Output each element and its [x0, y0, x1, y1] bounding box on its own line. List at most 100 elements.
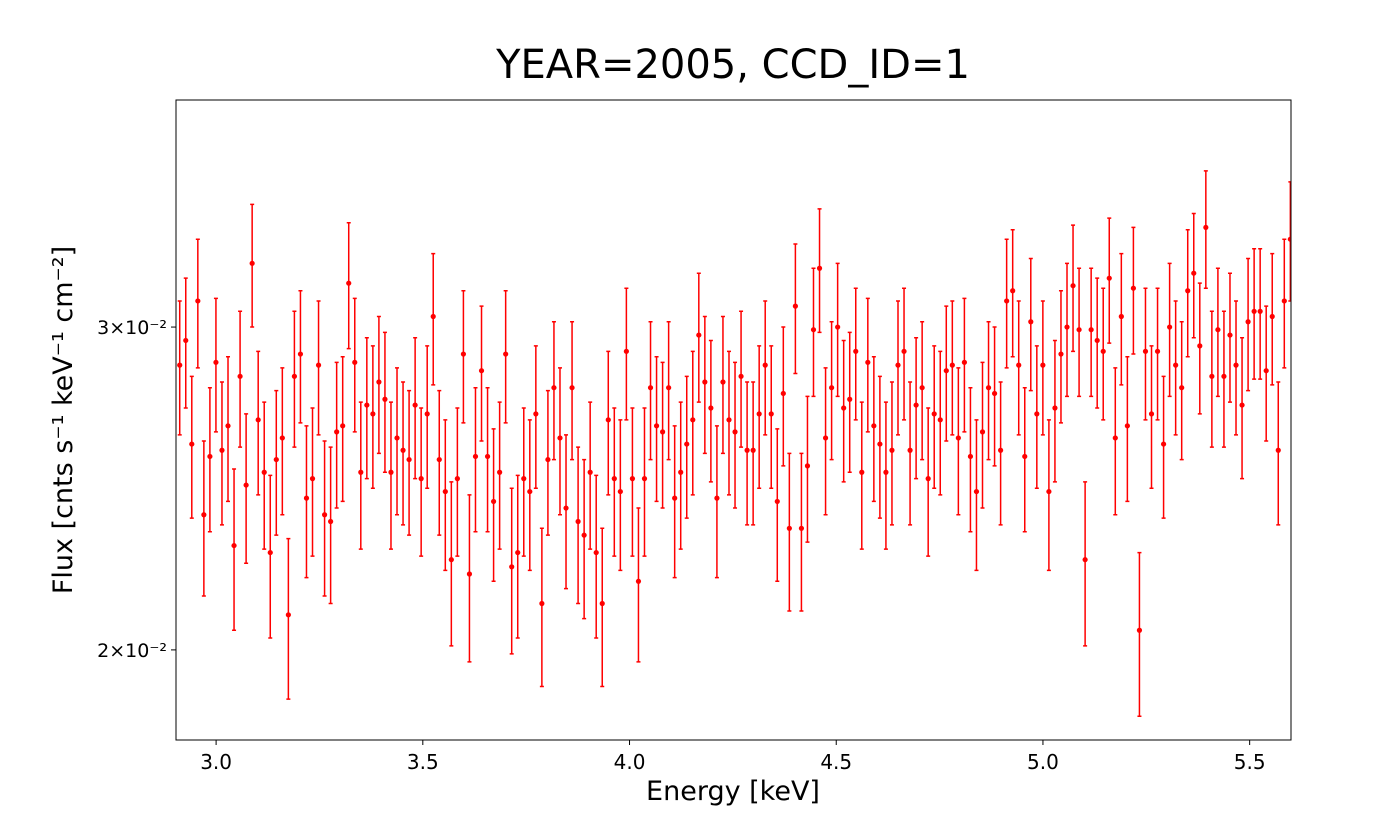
data-point: [967, 453, 974, 460]
error-bar: [551, 321, 556, 461]
error-bar: [600, 527, 605, 688]
data-point: [998, 447, 1004, 453]
error-bar: [437, 389, 442, 536]
data-point: [1275, 447, 1281, 453]
data-point: [334, 429, 340, 435]
error-bar: [769, 345, 774, 490]
data-point: [460, 351, 467, 357]
data-point: [1191, 270, 1197, 276]
data-point: [321, 512, 328, 518]
error-bar: [1161, 375, 1166, 519]
data-point: [690, 417, 696, 423]
error-bar: [455, 407, 460, 557]
x-tick-label: 3.5: [407, 750, 439, 774]
data-point: [255, 417, 261, 423]
error-bar: [382, 331, 387, 473]
data-point: [563, 505, 569, 511]
data-point: [605, 417, 611, 423]
data-point: [551, 385, 557, 391]
error-bar: [461, 289, 466, 424]
error-bar: [1058, 289, 1063, 424]
data-point: [503, 351, 509, 357]
data-point: [1112, 435, 1118, 441]
data-point: [346, 280, 352, 286]
error-bar: [739, 310, 744, 448]
x-axis-label: Energy [keV]: [646, 776, 820, 807]
data-point: [315, 362, 322, 368]
data-point: [659, 429, 666, 435]
error-bar: [316, 300, 321, 436]
error-bar: [1234, 300, 1239, 436]
error-bar: [503, 289, 508, 424]
data-point: [1197, 343, 1203, 349]
data-point: [1136, 627, 1143, 633]
error-bar: [1246, 257, 1251, 392]
data-point: [400, 447, 406, 453]
error-bar: [998, 381, 1003, 526]
error-bar: [1052, 339, 1057, 483]
data-point: [829, 385, 835, 391]
error-bar: [533, 345, 538, 490]
data-point: [726, 417, 732, 423]
data-point: [907, 447, 913, 453]
data-point: [684, 441, 690, 447]
data-point: [297, 351, 304, 357]
data-point: [635, 578, 642, 584]
error-bar: [1167, 262, 1172, 398]
error-bar: [431, 252, 436, 386]
error-bar: [690, 350, 695, 496]
data-point: [1179, 385, 1185, 391]
data-point: [756, 411, 762, 417]
data-point: [1100, 348, 1106, 354]
data-point: [1203, 224, 1209, 231]
error-bar: [775, 428, 780, 583]
x-tick-label: 5.5: [1234, 750, 1266, 774]
data-point: [527, 488, 533, 495]
error-bar: [980, 361, 985, 509]
error-bar: [1258, 248, 1263, 380]
error-bar: [757, 345, 762, 490]
data-point: [1185, 288, 1191, 294]
data-point: [931, 411, 937, 417]
error-bar: [751, 381, 756, 526]
data-point: [835, 324, 841, 330]
data-point: [424, 411, 430, 417]
error-bar: [896, 300, 901, 436]
data-point: [309, 476, 316, 482]
data-point: [853, 348, 859, 354]
error-bar: [745, 381, 750, 526]
data-point: [557, 435, 563, 441]
data-point: [1173, 362, 1179, 368]
data-point: [539, 600, 545, 607]
data-point: [261, 469, 267, 475]
data-point: [1106, 275, 1112, 281]
error-bar: [974, 419, 979, 572]
data-point: [213, 359, 219, 365]
data-point: [484, 453, 491, 460]
error-bar: [419, 407, 424, 557]
y-tick-label: 2×10⁻²: [97, 640, 167, 662]
error-bar: [1040, 300, 1045, 436]
error-bar: [1155, 287, 1160, 421]
error-bar: [684, 375, 689, 519]
data-point: [376, 379, 382, 385]
data-point: [1070, 283, 1076, 289]
error-bar: [588, 401, 593, 550]
data-point: [358, 469, 364, 475]
data-point: [1124, 423, 1130, 429]
data-point: [1287, 236, 1291, 242]
data-point: [581, 532, 587, 538]
error-bar: [914, 336, 919, 480]
error-bar: [557, 367, 562, 516]
y-tick-label: 3×10⁻²: [97, 317, 167, 339]
data-point: [859, 469, 865, 475]
data-point: [472, 453, 479, 460]
data-point: [533, 411, 539, 417]
error-bar: [805, 395, 810, 543]
data-point: [231, 542, 237, 549]
error-bar: [932, 345, 937, 490]
error-bar: [926, 407, 931, 557]
y-axis-label: Flux [cnts s⁻¹ keV⁻¹ cm⁻²]: [48, 246, 79, 594]
data-point: [1251, 308, 1257, 314]
data-point: [219, 447, 225, 453]
